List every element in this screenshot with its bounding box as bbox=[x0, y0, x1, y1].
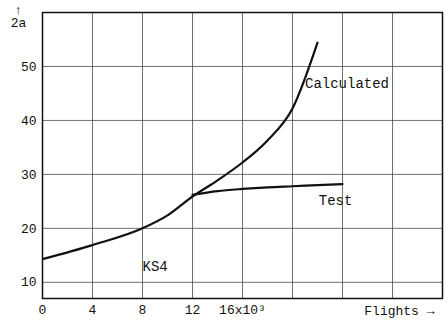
svg-text:KS4: KS4 bbox=[143, 259, 168, 275]
svg-text:↑2a: ↑2a bbox=[11, 3, 27, 31]
svg-text:20: 20 bbox=[21, 222, 37, 237]
svg-text:10: 10 bbox=[21, 275, 37, 290]
svg-text:16x10³: 16x10³ bbox=[219, 303, 266, 318]
svg-text:Test: Test bbox=[319, 193, 353, 209]
svg-text:12: 12 bbox=[185, 303, 201, 318]
svg-text:0: 0 bbox=[39, 303, 47, 318]
svg-text:40: 40 bbox=[21, 114, 37, 129]
svg-text:Calculated: Calculated bbox=[305, 76, 389, 92]
svg-text:50: 50 bbox=[21, 60, 37, 75]
svg-text:8: 8 bbox=[139, 303, 147, 318]
svg-text:30: 30 bbox=[21, 168, 37, 183]
svg-text:4: 4 bbox=[89, 303, 97, 318]
svg-text:Flights →: Flights → bbox=[364, 304, 434, 319]
